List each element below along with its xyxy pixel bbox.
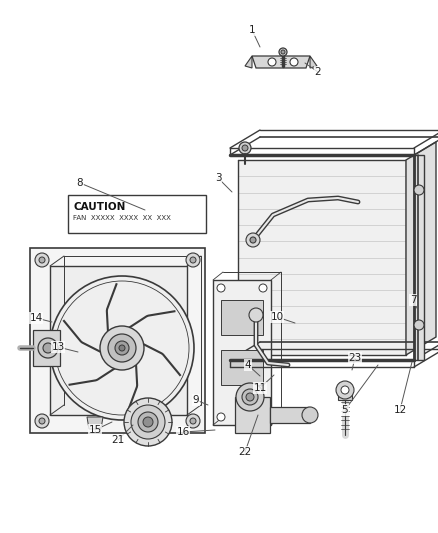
Circle shape — [124, 398, 172, 446]
Text: 5: 5 — [342, 405, 348, 415]
Polygon shape — [235, 397, 270, 433]
Circle shape — [100, 326, 144, 370]
Circle shape — [336, 381, 354, 399]
Circle shape — [50, 276, 194, 420]
Text: 22: 22 — [238, 447, 251, 457]
Circle shape — [190, 257, 196, 263]
Text: 21: 21 — [111, 435, 125, 445]
Circle shape — [268, 58, 276, 66]
Circle shape — [35, 253, 49, 267]
Circle shape — [43, 343, 53, 353]
Circle shape — [39, 418, 45, 424]
Circle shape — [217, 284, 225, 292]
Circle shape — [119, 345, 125, 351]
Circle shape — [250, 237, 256, 243]
Text: 23: 23 — [348, 353, 362, 363]
Circle shape — [242, 145, 248, 151]
Text: 9: 9 — [193, 395, 199, 405]
Text: 2: 2 — [314, 67, 321, 77]
Circle shape — [414, 320, 424, 330]
Circle shape — [246, 393, 254, 401]
Polygon shape — [133, 417, 149, 429]
Text: FAN  XXXXX  XXXX  XX  XXX: FAN XXXXX XXXX XX XXX — [73, 215, 171, 221]
Text: 1: 1 — [249, 25, 255, 35]
Bar — [221, 300, 263, 335]
Circle shape — [239, 142, 251, 154]
Circle shape — [138, 412, 158, 432]
Text: CAUTION: CAUTION — [73, 202, 125, 212]
Circle shape — [143, 417, 153, 427]
Circle shape — [39, 257, 45, 263]
Polygon shape — [406, 142, 436, 355]
Polygon shape — [245, 56, 252, 68]
Circle shape — [246, 233, 260, 247]
Circle shape — [279, 48, 287, 56]
Polygon shape — [252, 56, 310, 68]
Circle shape — [302, 407, 318, 423]
Bar — [30, 248, 205, 433]
Circle shape — [236, 383, 264, 411]
Circle shape — [38, 338, 58, 358]
Bar — [213, 280, 271, 425]
Circle shape — [249, 308, 263, 322]
Bar — [68, 195, 206, 233]
Circle shape — [217, 413, 225, 421]
Circle shape — [259, 284, 267, 292]
Text: 11: 11 — [253, 383, 267, 393]
Text: 7: 7 — [410, 295, 416, 305]
Polygon shape — [87, 417, 103, 429]
Polygon shape — [338, 390, 352, 400]
Bar — [414, 155, 424, 360]
Text: 3: 3 — [215, 173, 221, 183]
Circle shape — [35, 414, 49, 428]
Circle shape — [186, 414, 200, 428]
Circle shape — [341, 386, 349, 394]
Bar — [221, 350, 263, 385]
Circle shape — [414, 185, 424, 195]
Text: 8: 8 — [77, 178, 83, 188]
Circle shape — [115, 341, 129, 355]
Text: 4: 4 — [245, 360, 251, 370]
Text: 16: 16 — [177, 427, 190, 437]
Circle shape — [108, 334, 136, 362]
Text: 15: 15 — [88, 425, 102, 435]
Circle shape — [190, 418, 196, 424]
Circle shape — [186, 253, 200, 267]
Text: 13: 13 — [51, 342, 65, 352]
Circle shape — [242, 389, 258, 405]
Text: 14: 14 — [29, 313, 42, 323]
Polygon shape — [238, 160, 406, 355]
Text: 12: 12 — [393, 405, 406, 415]
Circle shape — [259, 413, 267, 421]
Polygon shape — [33, 330, 60, 366]
Circle shape — [290, 58, 298, 66]
Bar — [50, 266, 187, 415]
Circle shape — [131, 405, 165, 439]
Polygon shape — [310, 56, 317, 68]
Text: 10: 10 — [270, 312, 283, 322]
Circle shape — [281, 50, 285, 54]
Polygon shape — [270, 407, 310, 423]
